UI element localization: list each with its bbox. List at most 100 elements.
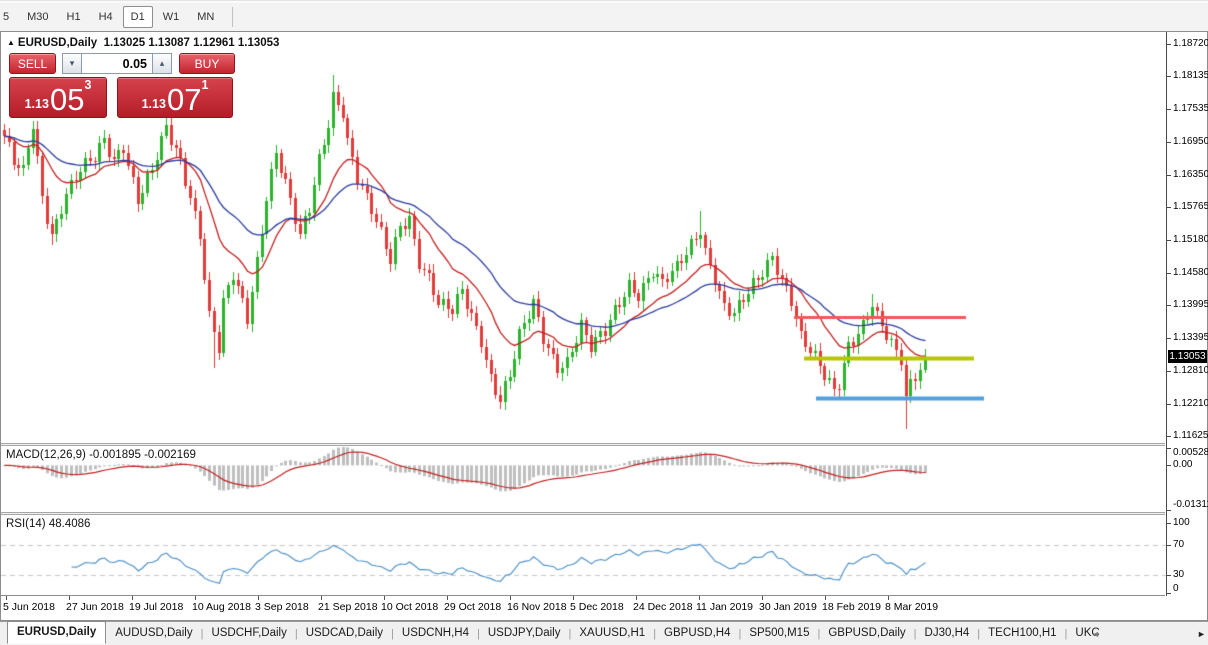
date-axis-label: 5 Dec 2018 bbox=[570, 601, 624, 613]
chart-tab-gbpusd-h4[interactable]: GBPUSD,H4 bbox=[664, 627, 731, 639]
price-axis-line bbox=[1166, 32, 1167, 596]
panel-border bbox=[1, 595, 1165, 596]
buy-button[interactable]: BUY bbox=[179, 53, 235, 74]
timeframe-button-mn[interactable]: MN bbox=[197, 10, 215, 23]
price-axis-label: 1.15765 bbox=[1173, 201, 1208, 212]
price-axis-label: 1.11625 bbox=[1173, 430, 1208, 441]
chart-ohlc-values: 1.13025 1.13087 1.12961 1.13053 bbox=[103, 37, 280, 49]
sell-button[interactable]: SELL bbox=[9, 53, 56, 74]
date-axis-tick bbox=[6, 596, 7, 600]
price-axis-tick bbox=[1166, 44, 1171, 45]
chart-tab-bar: EURUSD,Daily AUDUSD,Daily | USDCHF,Daily | US… bbox=[0, 621, 1208, 645]
chart-tab-dj30-h4[interactable]: DJ30,H4 bbox=[924, 627, 970, 639]
chart-tab-xauusd-h1[interactable]: XAUUSD,H1 bbox=[579, 627, 646, 639]
timeframe-button-w1[interactable]: W1 bbox=[162, 10, 180, 23]
buy-price-pip: 1 bbox=[201, 78, 209, 92]
tab-separator: | bbox=[568, 627, 572, 640]
panel-splitter[interactable] bbox=[1, 512, 1165, 515]
chart-tab-tech100-h1[interactable]: TECH100,H1 bbox=[988, 627, 1057, 639]
toolbar-separator bbox=[232, 6, 234, 27]
timeframe-button-h4[interactable]: H4 bbox=[98, 10, 113, 23]
buy-price-box[interactable]: 1.13 07 1 bbox=[117, 77, 233, 118]
chart-tab-ukc[interactable]: UKC bbox=[1075, 627, 1100, 639]
volume-increase-button[interactable]: ▴ bbox=[152, 53, 172, 74]
tab-scroll-right-icon[interactable]: ► bbox=[1197, 629, 1206, 639]
volume-stepper: ▾ ▴ bbox=[62, 53, 172, 74]
current-price-tag: 1.13053 bbox=[1168, 350, 1207, 363]
timeframe-button-5[interactable]: 5 bbox=[3, 10, 10, 23]
timeframe-button-d1[interactable]: D1 bbox=[122, 5, 153, 28]
price-axis-tick bbox=[1166, 109, 1171, 110]
chart-tab-gbpusd-daily[interactable]: GBPUSD,Daily bbox=[828, 627, 906, 639]
volume-decrease-button[interactable]: ▾ bbox=[62, 53, 82, 74]
price-axis-label: 1.12210 bbox=[1173, 398, 1208, 409]
panel-splitter[interactable] bbox=[1, 443, 1165, 446]
buy-price-prefix: 1.13 bbox=[141, 97, 166, 111]
chart-tab-usdcnh-h4[interactable]: USDCNH,H4 bbox=[401, 627, 469, 639]
tab-separator: | bbox=[200, 627, 204, 640]
date-axis-label: 11 Jan 2019 bbox=[696, 601, 754, 613]
sell-price-box[interactable]: 1.13 05 3 bbox=[9, 77, 107, 118]
tab-separator: | bbox=[977, 627, 981, 640]
rsi-label: RSI(14) 48.4086 bbox=[6, 518, 91, 530]
date-axis-label: 18 Feb 2019 bbox=[822, 601, 881, 613]
date-axis-tick bbox=[636, 596, 637, 600]
macd-axis-tick bbox=[1166, 465, 1171, 466]
chart-tabs: EURUSD,Daily AUDUSD,Daily | USDCHF,Daily | US… bbox=[0, 621, 1208, 645]
timeframe-buttons: 5 M30 H1 H4 D1 W1 MN bbox=[0, 1, 223, 32]
timeframe-button-m30[interactable]: M30 bbox=[27, 10, 49, 23]
date-axis-label: 5 Jun 2018 bbox=[3, 601, 55, 613]
price-axis-label: 1.12810 bbox=[1173, 365, 1208, 376]
macd-axis-label: 0.00 bbox=[1173, 459, 1193, 470]
chart-tab-eurusd-daily[interactable]: EURUSD,Daily bbox=[7, 621, 107, 644]
rsi-axis-label: 70 bbox=[1173, 539, 1185, 550]
rsi-axis-tick bbox=[1166, 523, 1171, 524]
chart-tab-usdjpy-daily[interactable]: USDJPY,Daily bbox=[487, 627, 561, 639]
rsi-axis-label: 100 bbox=[1173, 517, 1190, 528]
macd-axis-tick bbox=[1166, 510, 1171, 511]
date-axis-label: 10 Oct 2018 bbox=[381, 601, 439, 613]
tab-separator: | bbox=[294, 627, 298, 640]
tab-separator: | bbox=[391, 627, 394, 640]
date-axis-tick bbox=[510, 596, 511, 600]
chevron-down-icon: ▾ bbox=[69, 58, 75, 68]
tab-separator: | bbox=[653, 627, 657, 640]
chart-window: ▲ EURUSD,Daily 1.13025 1.13087 1.12961 1.… bbox=[0, 31, 1208, 621]
price-axis-label: 1.13995 bbox=[1173, 299, 1208, 310]
tab-scroll-left-icon[interactable]: ◄ bbox=[1091, 629, 1100, 639]
price-axis-label: 1.13395 bbox=[1173, 332, 1208, 343]
date-axis-tick bbox=[573, 596, 574, 600]
date-axis-tick bbox=[699, 596, 700, 600]
chart-tab-audusd-daily[interactable]: AUDUSD,Daily bbox=[115, 627, 193, 639]
chevron-up-icon: ▴ bbox=[159, 58, 165, 68]
tab-separator: | bbox=[476, 627, 480, 640]
chart-tab-sp500-m15[interactable]: SP500,M15 bbox=[749, 627, 810, 639]
price-axis-tick bbox=[1166, 436, 1171, 437]
price-axis-tick bbox=[1166, 240, 1171, 241]
chart-tab-usdcad-daily[interactable]: USDCAD,Daily bbox=[305, 627, 384, 639]
date-axis-label: 8 Mar 2019 bbox=[885, 601, 939, 613]
macd-indicator-canvas[interactable] bbox=[1, 446, 1166, 512]
collapse-icon[interactable]: ▲ bbox=[7, 38, 15, 47]
price-axis-label: 1.16350 bbox=[1173, 169, 1208, 180]
price-axis-tick bbox=[1166, 207, 1171, 208]
date-axis-tick bbox=[384, 596, 385, 600]
chart-tab-usdchf-daily[interactable]: USDCHF,Daily bbox=[211, 627, 287, 639]
rsi-indicator-canvas[interactable] bbox=[1, 515, 1166, 595]
chart-title: ▲ EURUSD,Daily 1.13025 1.13087 1.12961 1.… bbox=[7, 37, 279, 49]
timeframe-button-h1[interactable]: H1 bbox=[66, 10, 81, 23]
price-axis-tick bbox=[1166, 305, 1171, 306]
date-axis-label: 24 Dec 2018 bbox=[633, 601, 693, 613]
volume-input[interactable] bbox=[82, 53, 152, 74]
rsi-axis-tick bbox=[1166, 593, 1171, 594]
price-axis-tick bbox=[1166, 404, 1171, 405]
tab-separator: | bbox=[913, 627, 917, 640]
tab-separator: | bbox=[738, 627, 742, 640]
price-axis-tick bbox=[1166, 142, 1171, 143]
date-axis-tick bbox=[888, 596, 889, 600]
price-axis-tick bbox=[1166, 273, 1171, 274]
date-axis-label: 10 Aug 2018 bbox=[192, 601, 251, 613]
rsi-axis-tick bbox=[1166, 575, 1171, 576]
tab-separator: | bbox=[1064, 627, 1068, 640]
